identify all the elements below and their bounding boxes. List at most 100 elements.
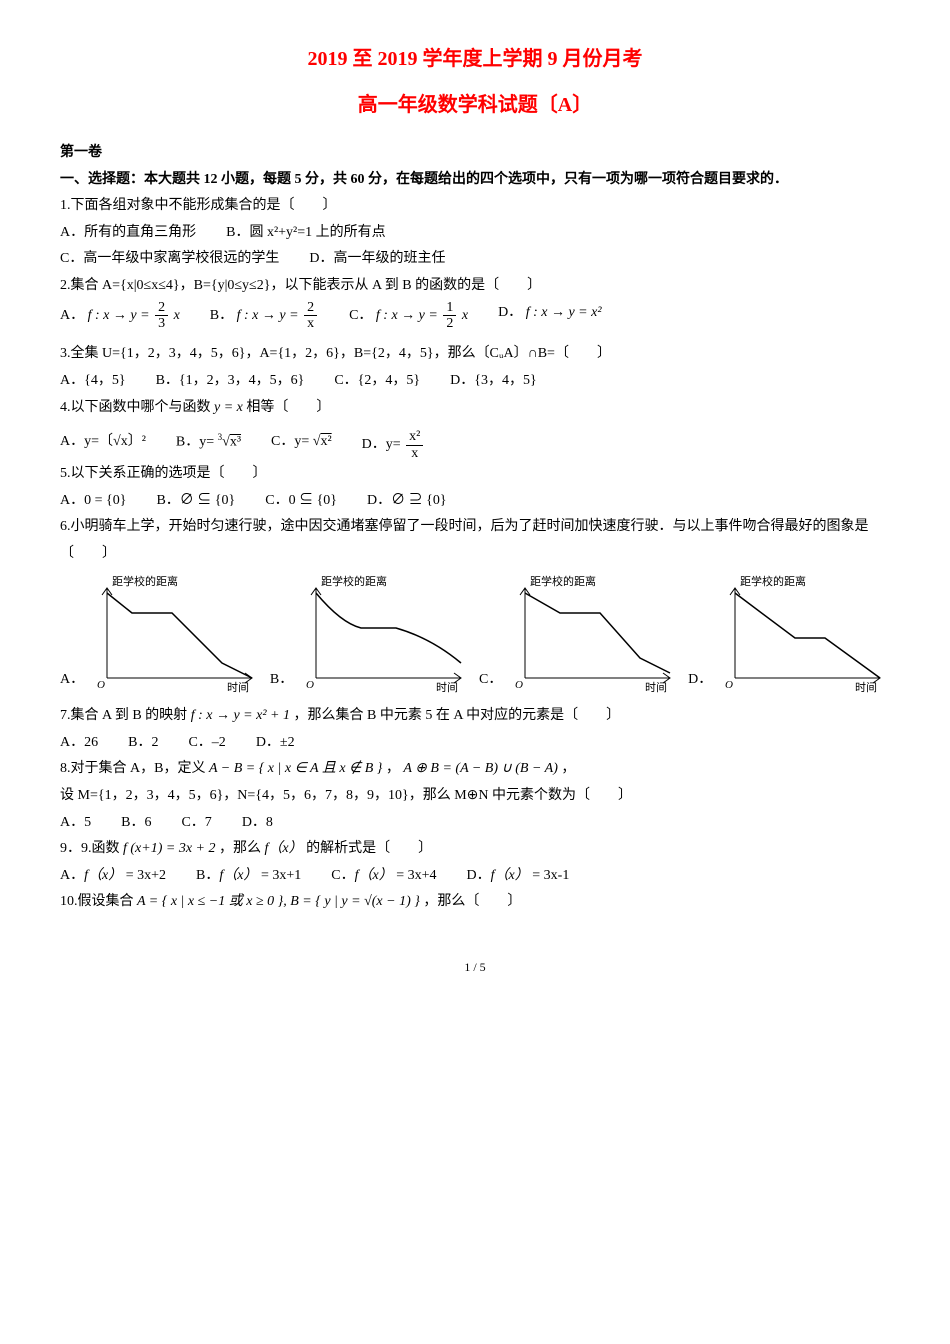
q4-stem-a: 4.以下函数中哪个与函数	[60, 400, 214, 415]
q8-stem-a: 8.对于集合 A，B，定义	[60, 761, 209, 776]
q9-stem-b: ，那么	[219, 841, 265, 856]
q2-C: C． f : x → y = 12 x	[349, 300, 468, 332]
graph-curve	[735, 593, 880, 678]
q4-B-pre: B．y=	[176, 435, 218, 450]
q7-map: f : x → y = x² + 1	[191, 708, 290, 723]
instructions: 一、选择题：本大题共 12 小题，每题 5 分，共 60 分，在每题给出的四个选…	[60, 167, 890, 194]
q8-tail: ，	[561, 761, 575, 776]
q6-graph-A: 距学校的距离 O 时间	[92, 573, 262, 693]
q4-D-frac: x²x	[406, 429, 423, 461]
frac-num: 1	[443, 300, 456, 316]
q9-D: D．f（x） = 3x-1	[467, 863, 570, 890]
q8-comma: ，	[386, 761, 400, 776]
q4-C: C．y= √x²	[271, 429, 332, 461]
q3-A: A．{4，5}	[60, 368, 126, 395]
q2-A-expr-b: x	[174, 308, 180, 323]
q1-stem: 1.下面各组对象中不能形成集合的是〔 〕	[60, 193, 890, 220]
q9-B-post: = 3x+1	[257, 868, 301, 883]
q4-D: D．y= x²x	[362, 429, 426, 461]
q10-stem-a: 10.假设集合	[60, 894, 137, 909]
graph-curve	[316, 593, 461, 663]
q2-A: A． f : x → y = 23 x	[60, 300, 180, 332]
q3-D: D．{3，4，5}	[450, 368, 537, 395]
q1-options-2: C．高一年级中家离学校很远的学生 D．高一年级的班主任	[60, 246, 890, 273]
q9-A: A．f（x） = 3x+2	[60, 863, 166, 890]
q2-D-expr: f : x → y = x²	[526, 305, 602, 320]
q8-C: C．7	[181, 810, 211, 837]
frac-den: x	[406, 446, 423, 461]
q8-options: A．5 B．6 C．7 D．8	[60, 810, 890, 837]
q2-stem: 2.集合 A={x|0≤x≤4}，B={y|0≤y≤2}，以下能表示从 A 到 …	[60, 273, 890, 300]
q6-D-label: D．	[688, 667, 712, 694]
q9-fx1: f (x+1) = 3x + 2	[123, 841, 215, 856]
q2-B-expr-a: f : x → y =	[237, 308, 302, 323]
q9-C-pre: C．	[331, 868, 354, 883]
q4-B: B．y= 3√x³	[176, 429, 241, 461]
q9-options: A．f（x） = 3x+2 B．f（x） = 3x+1 C．f（x） = 3x+…	[60, 863, 890, 890]
q2-C-pre: C．	[349, 308, 372, 323]
q9-A-post: = 3x+2	[122, 868, 166, 883]
graph-curve	[107, 593, 252, 678]
q7-stem-a: 7.集合 A 到 B 的映射	[60, 708, 191, 723]
q4-B-rad: x³	[230, 435, 241, 450]
q9-C-post: = 3x+4	[393, 868, 437, 883]
q9-A-pre: A．	[60, 868, 84, 883]
q2-D-pre: D．	[498, 305, 522, 320]
q6-graphs: A． 距学校的距离 O 时间 B． 距学校的距离 O 时间 C． 距学校的距离 …	[60, 573, 890, 693]
q3-B: B．{1，2，3，4，5，6}	[156, 368, 305, 395]
q7-C: C．–2	[188, 730, 225, 757]
q8-def1: A − B = { x | x ∈ A 且 x ∉ B }	[209, 761, 382, 776]
q6-graph-C: 距学校的距离 O 时间	[510, 573, 680, 693]
graph-xlabel: 时间	[855, 681, 877, 693]
q5-A: A．0 = {0}	[60, 488, 126, 515]
frac-num: x²	[406, 429, 423, 445]
q2-B-pre: B．	[210, 308, 233, 323]
page-title-main: 2019 至 2019 学年度上学期 9 月份月考	[60, 40, 890, 78]
q9-D-pre: D．	[467, 868, 491, 883]
q1-A: A．所有的直角三角形	[60, 220, 196, 247]
q9-D-fx: f（x）	[491, 868, 529, 883]
q6-graph-D: 距学校的距离 O 时间	[720, 573, 890, 693]
q8-D: D．8	[242, 810, 273, 837]
page-footer: 1 / 5	[60, 956, 890, 979]
q5-C: C．0 ⊆ {0}	[265, 488, 337, 515]
q2-A-frac: 23	[155, 300, 168, 332]
q7-D: D．±2	[256, 730, 295, 757]
graph-ylabel: 距学校的距离	[112, 574, 178, 588]
q5-stem: 5.以下关系正确的选项是〔 〕	[60, 461, 890, 488]
frac-den: x	[304, 316, 317, 331]
q6-graph-B: 距学校的距离 O 时间	[301, 573, 471, 693]
q8-stem: 8.对于集合 A，B，定义 A − B = { x | x ∈ A 且 x ∉ …	[60, 756, 890, 783]
graph-ylabel: 距学校的距离	[530, 574, 596, 588]
q10-stem-b: ，那么〔 〕	[423, 894, 521, 909]
q9-stem: 9．9.函数 f (x+1) = 3x + 2 ，那么 f（x） 的解析式是〔 …	[60, 836, 890, 863]
q9-fx: f（x）	[264, 841, 302, 856]
q6-stem: 6.小明骑车上学，开始时匀速行驶，途中因交通堵塞停留了一段时间，后为了赶时间加快…	[60, 514, 890, 567]
q3-stem: 3.全集 U={1，2，3，4，5，6}，A={1，2，6}，B={2，4，5}…	[60, 341, 890, 368]
graph-origin: O	[97, 679, 105, 691]
section-one: 第一卷	[60, 140, 890, 167]
q9-stem-c: 的解析式是〔 〕	[306, 841, 432, 856]
q8-stem-line2: 设 M={1，2，3，4，5，6}，N={4，5，6，7，8，9，10}，那么 …	[60, 783, 890, 810]
q2-D: D． f : x → y = x²	[498, 300, 601, 332]
graph-xlabel: 时间	[436, 681, 458, 693]
q1-options: A．所有的直角三角形 B．圆 x²+y²=1 上的所有点	[60, 220, 890, 247]
q10-stem: 10.假设集合 A = { x | x ≤ −1 或 x ≥ 0 }, B = …	[60, 889, 890, 916]
q2-B: B． f : x → y = 2x	[210, 300, 319, 332]
q8-def2: A ⊕ B = (A − B) ∪ (B − A)	[403, 761, 558, 776]
q6-C-label: C．	[479, 667, 502, 694]
q4-C-rad: x²	[320, 434, 331, 449]
frac-den: 2	[443, 316, 456, 331]
q2-A-pre: A．	[60, 308, 84, 323]
q2-C-expr-a: f : x → y =	[376, 308, 441, 323]
q9-B-fx: f（x）	[219, 868, 257, 883]
q9-A-fx: f（x）	[84, 868, 122, 883]
q2-C-expr-b: x	[462, 308, 468, 323]
q6-A-label: A．	[60, 667, 84, 694]
q9-C-fx: f（x）	[355, 868, 393, 883]
page-title-sub: 高一年级数学科试题〔A〕	[60, 86, 890, 124]
q6-B-label: B．	[270, 667, 293, 694]
q4-stem: 4.以下函数中哪个与函数 y = x 相等〔 〕	[60, 395, 890, 422]
q4-A: A．y=〔√x〕²	[60, 429, 146, 461]
q1-B: B．圆 x²+y²=1 上的所有点	[226, 220, 386, 247]
